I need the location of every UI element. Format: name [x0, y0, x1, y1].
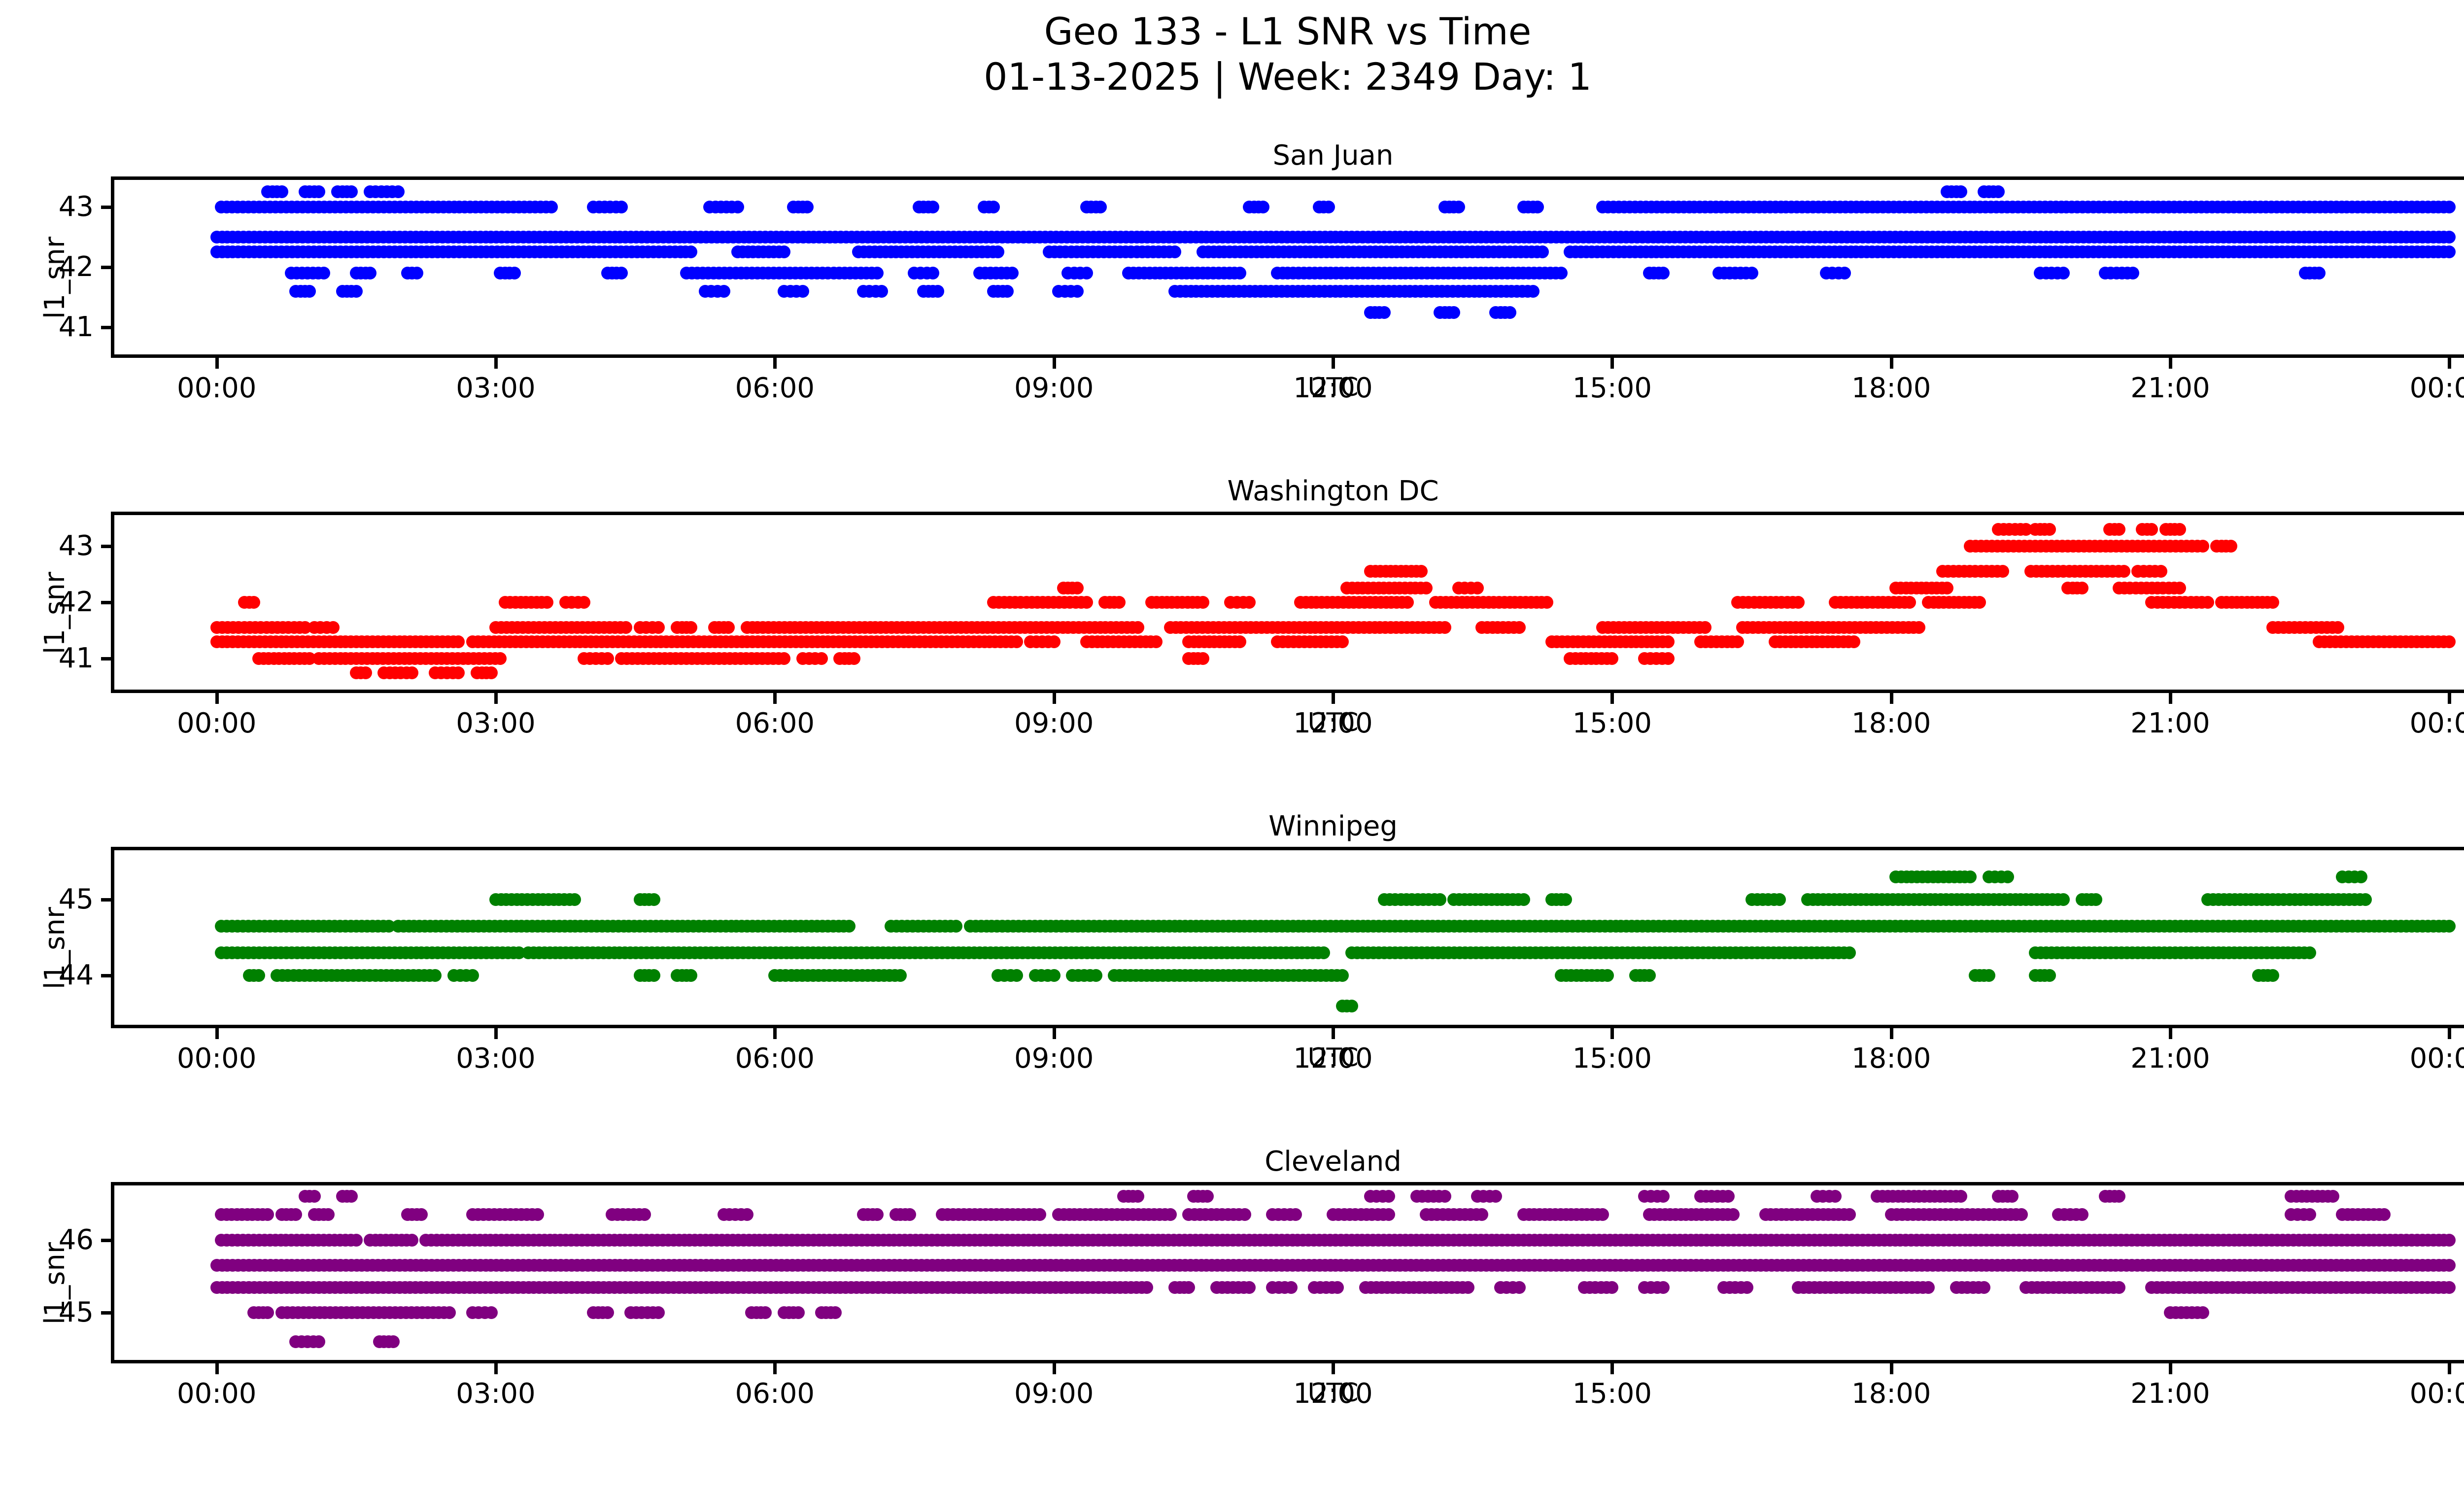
axes-frame [111, 1182, 2464, 1363]
data-point [740, 1208, 753, 1221]
data-point [1829, 1190, 1842, 1203]
data-point [345, 1190, 358, 1203]
data-point [2015, 1208, 2028, 1221]
data-point [1657, 1190, 1670, 1203]
data-point [1461, 1281, 1474, 1294]
data-point [2443, 1281, 2456, 1294]
data-point [2303, 1208, 2317, 1221]
data-point [1289, 1208, 1302, 1221]
data-point [1164, 1208, 1177, 1221]
data-point [870, 1208, 884, 1221]
data-point [2006, 1190, 2019, 1203]
data-point [1741, 1281, 1754, 1294]
data-point [1140, 1281, 1154, 1294]
data-point [2378, 1208, 2391, 1221]
data-point [2443, 1259, 2456, 1272]
data-point [531, 1208, 544, 1221]
data-point [1238, 1208, 1251, 1221]
data-point [2443, 230, 2456, 243]
data-point [1722, 1190, 1735, 1203]
data-point [1596, 1208, 1609, 1221]
data-point [322, 1208, 335, 1221]
axes-frame [111, 176, 2464, 358]
data-point [1382, 1208, 1396, 1221]
data-point [2075, 1208, 2088, 1221]
data-point [1331, 1281, 1344, 1294]
data-point [638, 1208, 651, 1221]
data-point [1726, 1208, 1740, 1221]
subplot-title: San Juan [1272, 139, 1394, 172]
data-point [1843, 1208, 1856, 1221]
data-point [1512, 1281, 1526, 1294]
data-point [2113, 1190, 2126, 1203]
data-point [261, 1208, 274, 1221]
data-point [1033, 1208, 1047, 1221]
data-point [1657, 1281, 1670, 1294]
figure-title-line-1: Geo 133 - L1 SNR vs Time [1044, 9, 1532, 53]
data-point [1475, 1208, 1489, 1221]
data-point [1243, 1281, 1256, 1294]
data-point [1489, 1190, 1503, 1203]
data-point [1438, 1190, 1451, 1203]
data-point [1182, 1281, 1196, 1294]
data-point [349, 1233, 363, 1247]
data-point [406, 1233, 419, 1247]
data-point [414, 1208, 428, 1221]
data-point [1285, 1281, 1298, 1294]
data-point [1131, 1190, 1144, 1203]
data-point [289, 1208, 303, 1221]
data-point [2327, 1190, 2340, 1203]
data-point [1382, 1190, 1396, 1203]
data-point [1954, 1190, 1968, 1203]
subplot-title: Cleveland [1265, 1146, 1402, 1178]
data-point [1606, 1281, 1619, 1294]
data-point [308, 1190, 321, 1203]
data-point [1922, 1281, 1935, 1294]
data-point [261, 1306, 274, 1320]
data-point [2113, 1281, 2126, 1294]
data-point [2443, 1233, 2456, 1247]
data-point [1201, 1190, 1214, 1203]
data-point [1978, 1281, 1991, 1294]
data-point [903, 1208, 917, 1221]
figure-title-line-2: 01-13-2025 | Week: 2349 Day: 1 [984, 55, 1592, 99]
